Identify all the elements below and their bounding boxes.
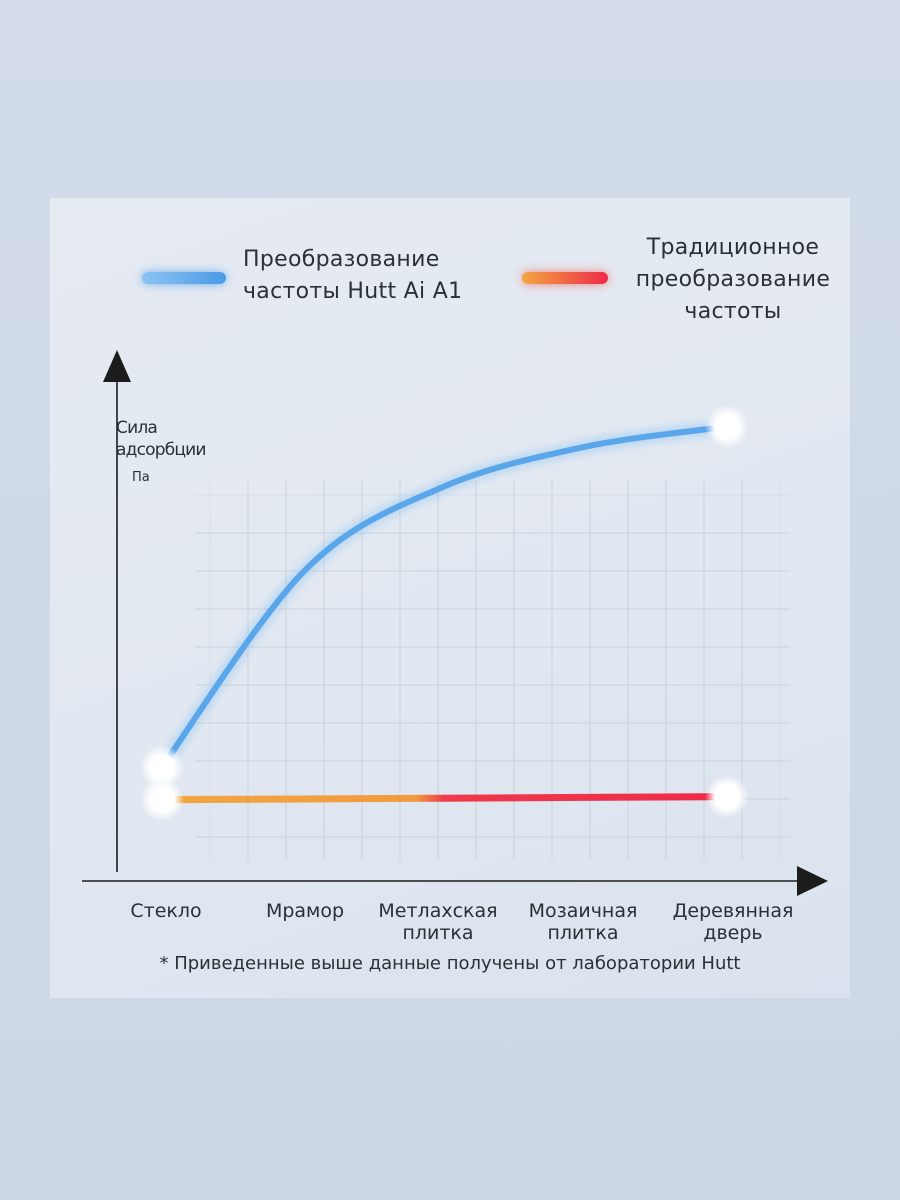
point-hutt-end	[714, 413, 740, 440]
y-axis-arrow	[103, 350, 131, 382]
point-traditional-start	[149, 786, 175, 813]
legend-swatch-hutt	[142, 272, 226, 284]
axes	[82, 350, 828, 896]
y-axis-label-line1: Сила	[116, 418, 158, 438]
legend-label-hutt: Преобразование частоты Hutt Ai A1	[243, 247, 463, 304]
chart-panel	[50, 198, 850, 998]
x-tick-label: Стекло	[130, 900, 202, 922]
point-traditional-end	[714, 783, 740, 810]
x-tick-label: Деревянная дверь	[672, 900, 794, 944]
y-axis-unit: Па	[132, 470, 150, 485]
y-axis-label-line2: адсорбции	[116, 440, 206, 460]
x-axis-arrow	[797, 866, 828, 896]
x-tick-label: Мрамор	[265, 900, 345, 922]
series-hutt-line	[159, 423, 730, 770]
legend-swatch-traditional	[522, 272, 608, 284]
legend-label-traditional: Традиционное преобразование частоты	[635, 235, 831, 324]
x-tick-label: Мозаичная плитка	[528, 900, 638, 944]
point-hutt-start	[149, 754, 175, 780]
series	[156, 419, 730, 807]
data-points	[140, 404, 749, 822]
x-tick-label: Метлахская плитка	[378, 900, 498, 944]
series-hutt-glow	[156, 419, 728, 772]
series-traditional-line	[161, 793, 728, 804]
footnote: * Приведенные выше данные получены от ла…	[159, 953, 741, 974]
